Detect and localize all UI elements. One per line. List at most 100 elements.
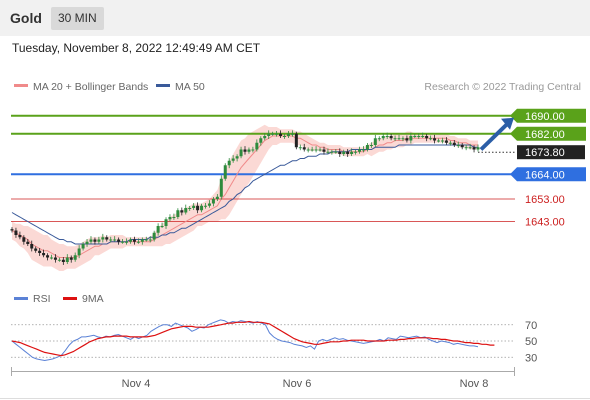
candle-body xyxy=(405,138,409,141)
candle-body xyxy=(373,138,377,145)
candle-body xyxy=(231,158,235,161)
candle-body xyxy=(132,239,136,242)
candle-body xyxy=(326,151,330,153)
candle-body xyxy=(93,239,97,242)
candle-body xyxy=(393,138,397,140)
level-label: 1664.00 xyxy=(525,169,565,181)
candle-body xyxy=(89,239,93,242)
timestamp: Tuesday, November 8, 2022 12:49:49 AM CE… xyxy=(12,41,261,55)
candle-body xyxy=(247,149,251,152)
bb-legend-label: MA 20 + Bollinger Bands xyxy=(33,81,148,93)
target-arrow-shaft xyxy=(479,120,511,151)
candle-body xyxy=(160,226,164,227)
candle-body xyxy=(302,147,306,150)
candle-body xyxy=(342,151,346,154)
candle-body xyxy=(156,226,160,233)
rsi-ma-line xyxy=(11,320,495,357)
candle-body xyxy=(184,208,188,213)
candle-body xyxy=(417,136,421,137)
candle-body xyxy=(30,244,34,249)
candle-body xyxy=(251,149,255,151)
candle-body xyxy=(53,257,57,260)
candle-body xyxy=(85,241,89,244)
candle-body xyxy=(140,239,144,242)
candle-body xyxy=(298,147,302,149)
candle-body xyxy=(152,232,156,240)
rsi-ma-legend-label: 9MA xyxy=(82,293,104,305)
candle-body xyxy=(286,133,290,136)
candle-body xyxy=(346,151,350,154)
candle-body xyxy=(425,136,429,139)
candle-body xyxy=(192,205,196,208)
candle-body xyxy=(271,133,275,135)
candle-body xyxy=(69,257,73,260)
candle-body xyxy=(314,149,318,151)
candle-body xyxy=(113,239,117,241)
candle-body xyxy=(18,235,22,238)
candle-body xyxy=(235,156,239,159)
candle-body xyxy=(358,149,362,152)
candle-body xyxy=(172,217,176,218)
rsi-level-label: 70 xyxy=(525,320,537,332)
candle-body xyxy=(180,210,184,213)
level-tag-1682.00: 1682.00 xyxy=(510,126,586,141)
candle-body xyxy=(397,138,401,140)
candle-body xyxy=(322,149,326,152)
candle-body xyxy=(57,259,61,261)
candle-body xyxy=(42,253,46,256)
price-plot: 1673.80 1690.00 1682.00 1664.00 1653.00 1643.… xyxy=(10,108,586,271)
research-credit: Research © 2022 Trading Central xyxy=(424,81,581,93)
candle-body xyxy=(472,147,476,150)
candle-body xyxy=(26,241,30,244)
x-tick-label: Nov 6 xyxy=(283,378,312,390)
candle-body xyxy=(215,196,219,199)
rsi-level-label: 50 xyxy=(525,336,537,348)
level-tag-box xyxy=(510,167,586,182)
candle-body xyxy=(204,205,208,207)
candle-body xyxy=(259,138,263,143)
candle-body xyxy=(14,230,18,235)
candle-body xyxy=(444,140,448,143)
candle-body xyxy=(164,219,168,226)
ma20-line xyxy=(11,135,478,258)
ma50-legend-label: MA 50 xyxy=(175,81,205,93)
candle-body xyxy=(188,208,192,209)
candle-body xyxy=(227,160,231,166)
candle-body xyxy=(381,136,385,139)
level-label: 1653.00 xyxy=(525,194,565,206)
candle-body xyxy=(330,151,334,153)
current-price-tag: 1673.80 xyxy=(517,145,585,160)
level-label: 1643.00 xyxy=(525,217,565,229)
rsi-level-label: 30 xyxy=(525,352,537,364)
rsi-legend-swatch xyxy=(14,297,28,300)
level-tag-box xyxy=(510,126,586,141)
rsi-plot: 70 50 30 xyxy=(11,319,537,364)
ma50-line xyxy=(11,144,478,245)
level-label: 1682.00 xyxy=(525,129,565,141)
candle-body xyxy=(207,203,211,206)
candle-body xyxy=(46,255,50,258)
top-bar: Gold 30 MIN xyxy=(0,0,590,36)
candle-body xyxy=(377,138,381,140)
candle-body xyxy=(282,136,286,137)
candle-body xyxy=(310,149,314,151)
candle-body xyxy=(125,241,129,243)
rsi-line xyxy=(11,319,479,362)
current-price-label: 1673.80 xyxy=(525,147,565,159)
x-tick-label: Nov 4 xyxy=(122,378,151,390)
candle-body xyxy=(121,241,125,243)
interval-button[interactable]: 30 MIN xyxy=(51,7,104,30)
candle-body xyxy=(148,239,152,241)
candle-body xyxy=(255,142,259,150)
candle-body xyxy=(334,151,338,153)
candle-body xyxy=(437,140,441,142)
candle-body xyxy=(211,199,215,204)
instrument-title: Gold xyxy=(10,10,42,26)
candle-body xyxy=(219,178,223,197)
candle-body xyxy=(61,259,65,262)
candle-body xyxy=(65,257,69,262)
candle-body xyxy=(263,136,267,139)
level-label: 1690.00 xyxy=(525,111,565,123)
candle-body xyxy=(275,133,279,135)
